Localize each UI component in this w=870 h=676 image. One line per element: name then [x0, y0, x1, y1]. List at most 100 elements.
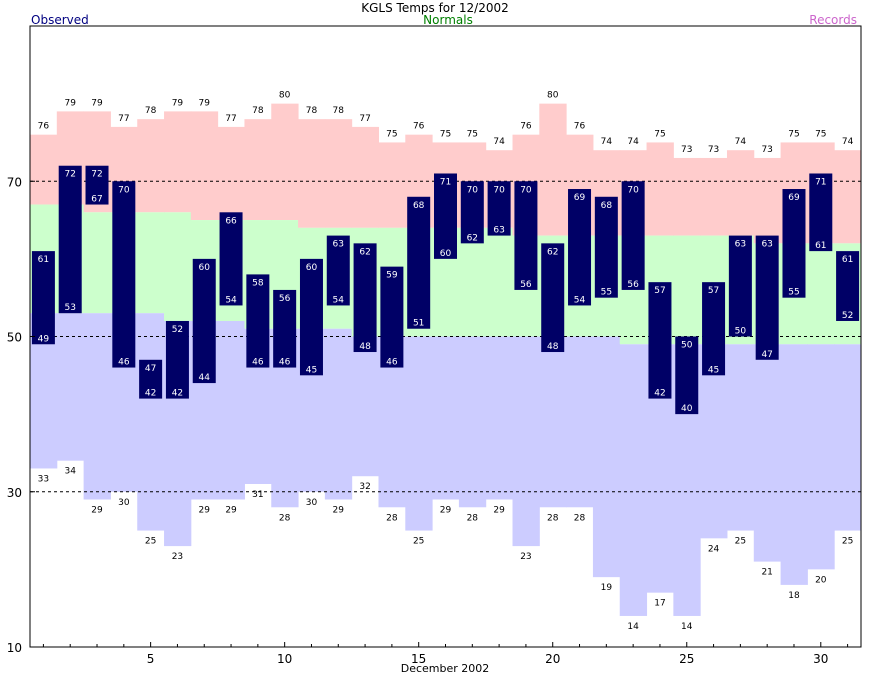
record-high-band: [753, 157, 782, 244]
observed-high-label: 70: [118, 185, 130, 195]
record-high-band: [244, 119, 272, 221]
record-high-band: [137, 119, 165, 213]
observed-bar: [407, 196, 431, 329]
record-low-label: 28: [574, 513, 586, 523]
record-high-band: [673, 157, 701, 236]
record-low-label: 23: [172, 552, 183, 562]
observed-high-label: 69: [574, 193, 586, 203]
y-tick-label: 50: [7, 331, 22, 345]
observed-low-label: 48: [359, 342, 371, 352]
observed-high-label: 72: [64, 170, 75, 180]
observed-low-label: 50: [735, 327, 747, 337]
record-low-band: [566, 336, 594, 508]
observed-bar: [836, 251, 860, 321]
observed-high-label: 62: [547, 247, 558, 257]
observed-bar: [273, 289, 297, 368]
observed-low-label: 46: [386, 358, 398, 368]
observed-bar: [594, 196, 618, 298]
record-low-band: [485, 336, 514, 500]
record-high-label: 77: [118, 114, 129, 124]
observed-high-label: 60: [306, 263, 318, 273]
record-high-band: [834, 150, 862, 244]
observed-high-label: 70: [467, 185, 479, 195]
observed-low-label: 67: [91, 195, 102, 205]
record-high-label: 76: [38, 122, 50, 132]
observed-high-label: 57: [708, 286, 719, 296]
observed-low-label: 54: [574, 295, 586, 305]
observed-low-label: 46: [252, 358, 264, 368]
record-low-band: [753, 344, 782, 562]
record-low-band: [405, 336, 433, 531]
observed-bar: [621, 181, 645, 290]
observed-high-label: 60: [199, 263, 211, 273]
record-high-label: 74: [842, 137, 854, 147]
observed-low-label: 48: [547, 342, 559, 352]
y-tick-label: 10: [7, 641, 22, 655]
record-high-label: 73: [761, 145, 772, 155]
record-high-label: 75: [654, 129, 665, 139]
record-low-label: 24: [708, 544, 720, 554]
plot-layers: 76 33 79 34 79 29 77 30 78 25 79 23 79 29 77 29 78 31 80 28…: [30, 91, 862, 632]
observed-low-label: 45: [306, 365, 317, 375]
observed-bar: [541, 243, 565, 353]
normal-band: [673, 235, 701, 345]
normal-band: [164, 212, 192, 321]
record-low-label: 29: [493, 506, 505, 516]
record-high-band: [217, 126, 245, 221]
record-high-label: 74: [601, 137, 613, 147]
observed-high-label: 61: [842, 255, 853, 265]
observed-high-label: 70: [627, 185, 639, 195]
record-high-band: [30, 134, 58, 205]
record-low-label: 29: [199, 506, 211, 516]
record-low-label: 20: [815, 575, 827, 585]
record-high-band: [298, 119, 326, 228]
observed-bar: [112, 181, 136, 368]
observed-high-label: 47: [145, 364, 156, 374]
record-low-label: 14: [681, 622, 693, 632]
x-axis-label: December 2002: [401, 662, 490, 675]
record-high-label: 78: [306, 106, 318, 116]
observed-bar: [809, 173, 833, 252]
observed-bar: [728, 235, 752, 337]
observed-bar: [139, 359, 163, 399]
observed-high-label: 58: [252, 278, 264, 288]
x-tick-label: 15: [411, 652, 426, 666]
observed-high-label: 72: [91, 170, 102, 180]
record-high-band: [539, 103, 567, 236]
record-low-label: 19: [601, 583, 613, 593]
record-low-label: 29: [91, 506, 103, 516]
record-low-label: 34: [64, 467, 76, 477]
observed-low-label: 63: [493, 226, 504, 236]
observed-low-label: 55: [788, 288, 799, 298]
observed-low-label: 51: [413, 319, 424, 329]
record-low-label: 29: [225, 506, 237, 516]
observed-low-label: 54: [333, 295, 345, 305]
legend-observed: Observed: [31, 13, 89, 27]
record-low-label: 17: [654, 599, 665, 609]
observed-bar: [675, 336, 699, 415]
observed-high-label: 59: [386, 271, 398, 281]
record-low-label: 28: [279, 513, 291, 523]
record-low-band: [834, 344, 862, 531]
record-high-label: 76: [574, 122, 586, 132]
normal-band: [83, 212, 111, 314]
record-high-label: 75: [440, 129, 451, 139]
observed-bar: [192, 258, 216, 384]
record-high-label: 76: [413, 122, 425, 132]
observed-high-label: 50: [681, 341, 693, 351]
record-high-label: 76: [520, 122, 532, 132]
record-low-band: [56, 313, 85, 461]
observed-low-label: 60: [440, 249, 452, 259]
record-low-band: [324, 328, 353, 500]
x-tick-label: 30: [813, 652, 828, 666]
record-low-band: [512, 336, 540, 547]
record-low-band: [592, 336, 621, 578]
x-tick-label: 20: [545, 652, 560, 666]
record-high-band: [164, 111, 192, 213]
record-high-label: 80: [279, 91, 291, 101]
observed-bar: [568, 189, 592, 306]
record-low-band: [432, 336, 460, 500]
observed-high-label: 57: [654, 286, 665, 296]
normal-band: [137, 212, 165, 314]
